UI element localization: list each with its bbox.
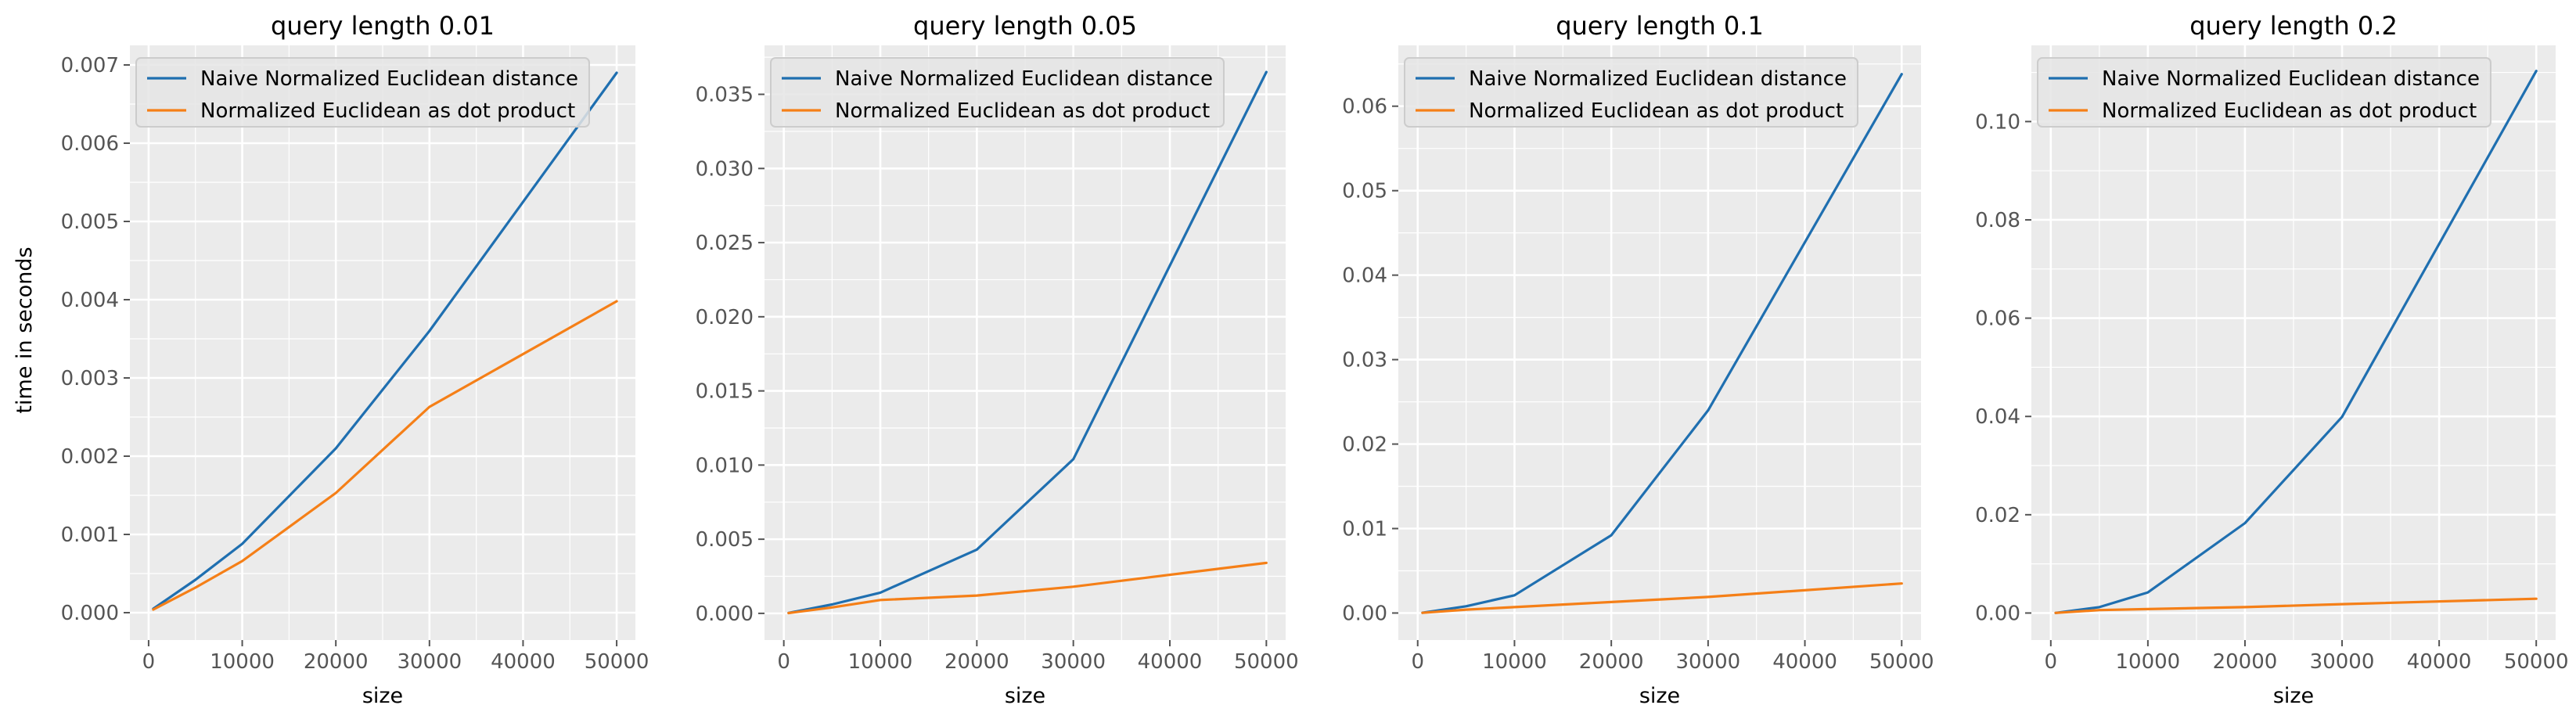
y-tick-label: 0.02: [1975, 504, 2020, 527]
x-tick-label: 30000: [1675, 650, 1740, 674]
y-tick-label: 0.05: [1342, 180, 1387, 203]
x-tick-label: 20000: [1579, 650, 1644, 674]
y-tick-label: 0.015: [696, 380, 754, 404]
x-tick-label: 40000: [1772, 650, 1837, 674]
figure-ylabel: time in seconds: [13, 246, 37, 413]
y-tick-label: 0.06: [1975, 308, 2020, 331]
legend-entry-0: Naive Normalized Euclidean distance: [1469, 67, 1847, 91]
x-tick-label: 0: [2045, 650, 2058, 674]
chart-panel-3: 0 10000 20000 30000 40000 50000 0.00 0.02 0.04 0.…: [1975, 11, 2568, 708]
y-tick-label: 0.04: [1975, 405, 2020, 429]
y-tick-label: 0.035: [696, 84, 754, 107]
legend-box: [1404, 57, 1858, 128]
x-tick-label: 10000: [1482, 650, 1547, 674]
legend-entry-0: Naive Normalized Euclidean distance: [835, 67, 1213, 91]
y-tick-label: 0.025: [696, 232, 754, 255]
y-tick-label: 0.020: [696, 306, 754, 329]
legend: Naive Normalized Euclidean distance Norma…: [770, 57, 1225, 128]
legend-box: [135, 57, 590, 128]
y-tick-label: 0.00: [1975, 602, 2020, 625]
series-line-1: [1421, 582, 1903, 614]
y-tick-label: 0.003: [61, 367, 119, 390]
legend-box: [770, 57, 1225, 128]
x-axis-label: size: [1005, 684, 1045, 708]
x-axis-label: size: [1639, 684, 1680, 708]
x-tick-label: 50000: [585, 650, 649, 674]
series-line-1: [2054, 597, 2538, 614]
chart-panel-0: 0 10000 20000 30000 40000 50000 0.000 0.001 0.00…: [61, 11, 649, 708]
x-tick-label: 10000: [2116, 650, 2181, 674]
y-tick-label: 0.01: [1342, 518, 1387, 541]
chart-title: query length 0.01: [271, 11, 495, 41]
y-tick-label: 0.030: [696, 157, 754, 181]
y-tick-label: 0.005: [61, 210, 119, 234]
y-tick-label: 0.001: [61, 523, 119, 547]
x-tick-label: 30000: [397, 650, 462, 674]
x-tick-label: 40000: [2407, 650, 2472, 674]
x-tick-label: 10000: [848, 650, 913, 674]
legend-entry-1: Normalized Euclidean as dot product: [200, 99, 575, 123]
y-tick-label: 0.004: [61, 289, 119, 312]
legend: Naive Normalized Euclidean distance Norma…: [1404, 57, 1858, 128]
y-tick-label: 0.03: [1342, 349, 1387, 372]
series-line-0: [787, 70, 1268, 614]
y-tick-label: 0.02: [1342, 433, 1387, 457]
x-tick-label: 30000: [1041, 650, 1106, 674]
y-tick-label: 0.000: [61, 602, 119, 625]
x-tick-label: 0: [1411, 650, 1424, 674]
x-tick-label: 0: [142, 650, 156, 674]
x-tick-label: 20000: [304, 650, 369, 674]
y-tick-label: 0.06: [1342, 95, 1387, 119]
legend-entry-0: Naive Normalized Euclidean distance: [200, 67, 578, 91]
chart-panel-2: 0 10000 20000 30000 40000 50000 0.00 0.01 0.02 0.…: [1342, 11, 1934, 708]
x-tick-label: 0: [777, 650, 790, 674]
x-tick-label: 30000: [2310, 650, 2375, 674]
chart-title: query length 0.2: [2189, 11, 2398, 41]
y-tick-label: 0.006: [61, 132, 119, 156]
legend: Naive Normalized Euclidean distance Norma…: [2037, 57, 2491, 128]
chart-title: query length 0.1: [1556, 11, 1764, 41]
series-line-1: [152, 300, 618, 611]
y-tick-label: 0.00: [1342, 602, 1387, 625]
y-tick-label: 0.04: [1342, 264, 1387, 288]
x-axis-label: size: [362, 684, 403, 708]
x-tick-label: 20000: [2213, 650, 2278, 674]
x-tick-label: 40000: [1138, 650, 1203, 674]
x-tick-label: 10000: [210, 650, 275, 674]
x-tick-label: 50000: [2504, 650, 2569, 674]
series-line-1: [787, 561, 1268, 615]
series-line-0: [2054, 70, 2538, 614]
legend-entry-0: Naive Normalized Euclidean distance: [2102, 67, 2480, 91]
x-tick-label: 20000: [944, 650, 1009, 674]
legend-entry-1: Normalized Euclidean as dot product: [2102, 99, 2477, 123]
x-tick-label: 50000: [1234, 650, 1299, 674]
chart-panel-1: 0 10000 20000 30000 40000 50000 0.000 0.005 0.01…: [696, 11, 1299, 708]
x-tick-label: 40000: [491, 650, 556, 674]
y-tick-label: 0.010: [696, 454, 754, 477]
y-tick-label: 0.007: [61, 54, 119, 77]
x-tick-label: 50000: [1869, 650, 1934, 674]
y-tick-label: 0.002: [61, 445, 119, 469]
y-tick-label: 0.10: [1975, 110, 2020, 134]
series-line-0: [152, 71, 618, 610]
y-tick-label: 0.005: [696, 528, 754, 552]
legend-entry-1: Normalized Euclidean as dot product: [1469, 99, 1844, 123]
y-tick-label: 0.000: [696, 602, 754, 626]
y-tick-label: 0.08: [1975, 209, 2020, 232]
chart-title: query length 0.05: [913, 11, 1137, 41]
legend: Naive Normalized Euclidean distance Norma…: [135, 57, 590, 128]
legend-box: [2037, 57, 2491, 128]
legend-entry-1: Normalized Euclidean as dot product: [835, 99, 1210, 123]
x-axis-label: size: [2273, 684, 2314, 708]
series-line-0: [1421, 73, 1903, 614]
